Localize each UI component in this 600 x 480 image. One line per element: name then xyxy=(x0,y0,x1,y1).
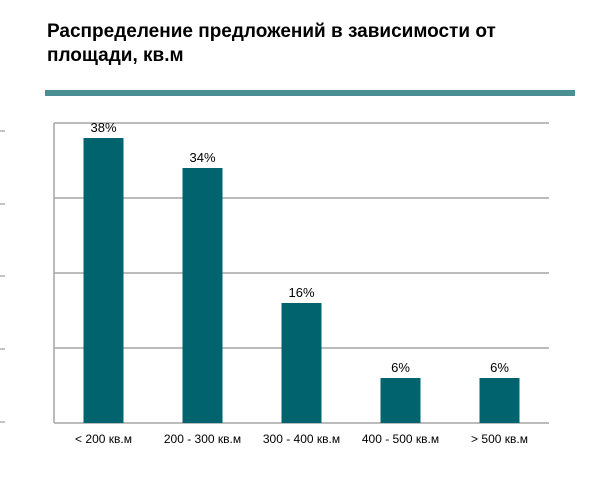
data-label: 38% xyxy=(90,120,116,135)
bar xyxy=(83,138,124,423)
x-tick-label: > 500 кв.м xyxy=(471,432,528,446)
x-tick-label: < 200 кв.м xyxy=(75,432,132,446)
x-tick-label: 300 - 400 кв.м xyxy=(263,432,340,446)
data-label: 34% xyxy=(189,150,215,165)
bar xyxy=(182,168,223,423)
bar xyxy=(479,378,520,423)
x-tick-label: 200 - 300 кв.м xyxy=(164,432,241,446)
data-label: 6% xyxy=(490,360,509,375)
data-label: 6% xyxy=(391,360,410,375)
data-label: 16% xyxy=(288,285,314,300)
x-tick-label: 400 - 500 кв.м xyxy=(362,432,439,446)
bar xyxy=(281,303,322,423)
bar xyxy=(380,378,421,423)
title-underline xyxy=(45,90,575,96)
page-title: Распределение предложений в зависимости … xyxy=(47,21,496,66)
